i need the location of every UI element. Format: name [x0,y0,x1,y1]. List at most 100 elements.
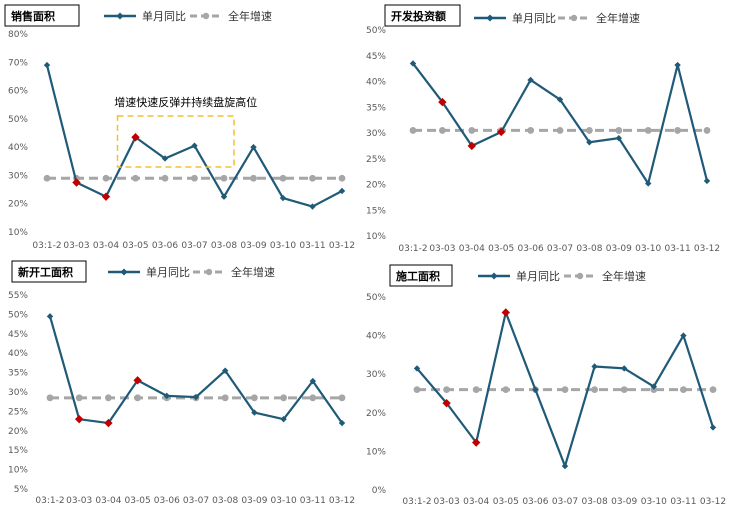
x-tick-label: 03-04 [463,497,489,507]
series-monthly-point [46,313,54,320]
y-tick-label: 30% [8,171,28,181]
series-annual-point [161,174,169,182]
y-tick-label: 20% [8,427,28,437]
series-monthly-point [338,419,346,427]
series-annual-point [674,127,681,134]
y-tick-label: 45% [366,52,386,62]
series-annual-point [709,386,717,394]
series-annual-point [502,386,510,394]
series-annual-point [221,394,229,402]
series-annual-point [279,174,287,182]
y-tick-label: 30% [8,388,28,398]
series-annual-point [443,386,450,394]
x-tick-label: 03-12 [329,241,355,251]
x-tick-label: 03-08 [212,496,238,506]
series-monthly-point-highlight [438,97,447,107]
chart-title: 开发投资额 [391,9,446,23]
y-tick-label: 20% [8,200,28,210]
legend-annual-label: 全年增速 [228,9,272,23]
series-monthly-line [48,316,343,425]
series-annual-point [75,394,83,402]
series-monthly-point [703,177,711,185]
x-tick-label: 03-06 [522,497,548,507]
x-tick-label: 03-05 [125,496,151,506]
legend: 单月同比 全年增速 [478,269,646,283]
legend-monthly-marker [490,272,498,280]
series-monthly-point [220,193,228,200]
series-monthly-point [309,203,316,210]
legend-monthly-label: 单月同比 [142,10,186,23]
legend-monthly-marker [116,12,124,20]
series-annual-point [280,394,287,402]
series-annual-point [680,386,687,394]
series-annual-point [338,394,346,402]
x-tick-label: 03-07 [181,241,207,251]
chart-title: 销售面积 [11,9,55,23]
y-tick-label: 10% [366,447,386,457]
chart-title-box [389,264,453,287]
legend-annual-label: 全年增速 [596,11,640,25]
legend-annual-marker [576,272,584,280]
series-annual-point [43,174,51,182]
x-tick-label: 03-03 [63,241,89,251]
x-tick-label: 03-09 [611,497,637,507]
legend-annual-marker [205,268,213,276]
legend-monthly-label: 单月同比 [146,266,190,279]
series-monthly-point [191,142,198,149]
x-tick-label: 03-03 [66,496,92,506]
x-tick-label: 03-04 [459,244,485,254]
x-tick-label: 03-05 [488,244,514,254]
x-tick-label: 03-10 [641,497,667,507]
x-tick-label: 03-06 [518,244,544,254]
y-tick-label: 40% [8,349,28,359]
y-tick-label: 35% [366,103,386,113]
series-annual-point [409,127,417,134]
series-annual-point [586,127,593,134]
series-monthly-point-highlight [75,414,84,424]
y-tick-label: 55% [8,291,28,301]
y-tick-label: 0% [372,486,387,496]
chart-panel-sales-area: 销售面积 单月同比 全年增速 10% 20% 30% 40% 50% 60% 70% 80% 03:1… [4,4,355,251]
series-monthly-point [163,392,170,400]
series-monthly-point-highlight [497,127,506,137]
series-monthly-point [309,377,316,385]
x-tick-label: 03-09 [240,241,266,251]
series-annual-point [134,394,142,402]
y-tick-label: 5% [14,485,29,495]
y-tick-label: 10% [366,232,386,242]
series-annual-point [132,174,139,182]
x-tick-label: 03-10 [635,244,661,254]
x-tick-label: 03-08 [582,497,608,507]
series-monthly-point [645,180,652,187]
series-monthly-point [586,139,593,146]
series-annual-point [472,386,480,394]
series-monthly-point [222,367,229,374]
series-monthly-point [650,383,657,390]
x-tick-label: 03-11 [670,497,696,507]
x-tick-label: 03-11 [665,244,691,254]
y-tick-label: 50% [8,115,28,125]
x-tick-label: 03:1-2 [402,497,431,507]
y-tick-label: 35% [8,369,28,379]
chart-panel-new-construction: 新开工面积 单月同比 全年增速 5% 10% 15% 20% 25% 30% 35% 40% 45% 5… [8,260,355,506]
x-tick-label: 03-04 [95,496,121,506]
y-tick-label: 50% [366,26,386,36]
y-tick-label: 30% [366,370,386,380]
chart-title-box [4,4,80,27]
series-annual-point [191,174,198,182]
x-tick-label: 03-12 [700,497,726,507]
chart-title: 施工面积 [396,269,440,283]
series-annual-point [561,386,569,394]
legend: 单月同比 全年增速 [474,11,640,25]
series-monthly-line [412,62,709,185]
series-monthly-point-highlight [442,398,451,408]
x-tick-label: 03-09 [241,496,267,506]
series-monthly-point [251,409,258,416]
series-monthly-point [192,393,200,401]
y-tick-label: 10% [8,228,28,238]
series-monthly-point [561,462,569,470]
series-monthly-point [409,60,417,67]
y-tick-label: 30% [366,129,386,139]
x-tick-label: 03-04 [93,241,119,251]
legend-monthly-marker [120,268,128,276]
